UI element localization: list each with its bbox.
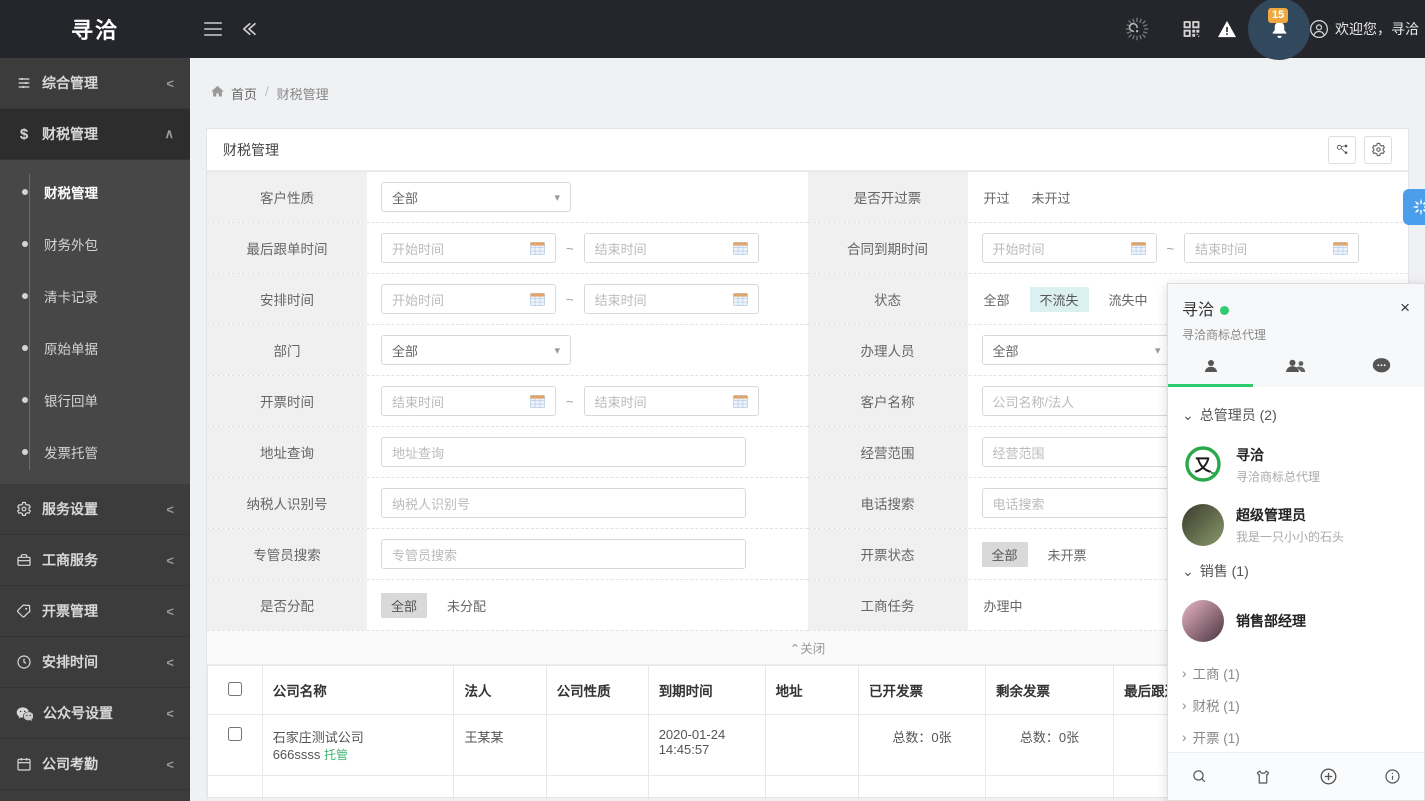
svg-text:又: 又 [1195,456,1213,475]
